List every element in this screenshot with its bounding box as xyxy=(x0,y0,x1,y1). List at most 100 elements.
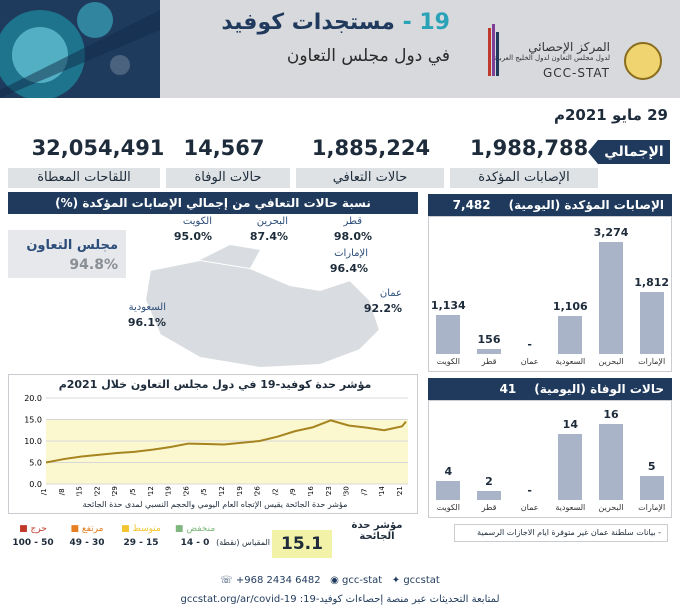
phone-icon: ☏ xyxy=(220,575,233,586)
deaths-bar-label: 5 xyxy=(647,460,656,474)
footer-social-2[interactable]: gcc-stat xyxy=(342,575,383,586)
recovery-title: نسبة حالات التعافي من إجمالي الإصابات ال… xyxy=(8,192,418,214)
y-tick-label: 0.0 xyxy=(29,480,42,489)
severity-level-name: ■ مرتفع xyxy=(70,524,104,534)
total-label: الإجمالي xyxy=(588,140,670,164)
title-text: مستجدات كوفيد xyxy=(221,10,395,35)
x-tick-label: 1/8 xyxy=(58,488,66,496)
footer-social-1[interactable]: gccstat xyxy=(403,575,440,586)
cases-category: السعودية xyxy=(555,357,586,366)
confirmed-label: الإصابات المؤكدة xyxy=(450,168,598,188)
x-tick-label: 2/26 xyxy=(182,486,190,496)
cases-bar-label: 1,106 xyxy=(552,300,588,314)
cases-bar xyxy=(477,348,501,354)
cases-bar xyxy=(558,316,583,354)
gcc-recovery-value: 94.8% xyxy=(69,257,118,273)
deaths-daily-panel xyxy=(428,400,672,518)
severity-level-name: ■ منخفض xyxy=(174,524,216,534)
severity-levels: ■ حرج 100 - 50 ■ مرتفع 49 - 30 ■ متوسط 29 - 1… xyxy=(8,520,224,554)
footer-contacts: ☏ +968 2434 6482 ◉ gcc-stat ✦ gccstat xyxy=(200,575,460,586)
low-level-band xyxy=(46,419,408,484)
deaths-category: قطر xyxy=(481,503,497,512)
deaths-category: السعودية xyxy=(555,503,586,512)
severity-line-chart: 0.0 5.0 10.0 15.0 20.0 1/1 1/8 1/15 1/22 1/29 2/5 2… xyxy=(24,394,408,496)
x-tick-label: 1/22 xyxy=(93,486,101,496)
x-tick-label: 5/7 xyxy=(360,488,368,496)
x-tick-label: 5/21 xyxy=(396,486,404,496)
x-tick-label: 4/9 xyxy=(289,488,297,496)
cases-category: البحرين xyxy=(598,357,624,366)
deaths-label: حالات الوفاة xyxy=(166,168,290,188)
bahrain-recovery: 87.4% xyxy=(249,230,288,243)
deaths-value: 14,567 xyxy=(183,136,265,160)
x-tick-label: 2/5 xyxy=(129,488,137,496)
cases-bar-label: 1,134 xyxy=(430,299,466,313)
social-icon: ◉ xyxy=(330,575,339,586)
country-bahrain: البحرين xyxy=(256,216,288,227)
country-uae: الإمارات xyxy=(334,248,368,259)
deaths-daily-title: حالات الوفاة (اليومية) 41 xyxy=(428,378,672,400)
x-tick-label: 3/5 xyxy=(200,488,208,496)
title-number: 19 - xyxy=(402,10,450,35)
deaths-daily-total: 41 xyxy=(499,382,517,396)
country-oman: عمان xyxy=(379,288,402,299)
oman-data-note: - بيانات سلطنة عمان غير متوفرة ايام الاج… xyxy=(454,524,668,542)
y-tick-label: 10.0 xyxy=(24,437,42,446)
x-tick-label: 2/12 xyxy=(147,486,155,496)
org-subname-ar: لدول مجلس التعاون لدول الخليج العربية xyxy=(493,54,610,62)
cases-bar xyxy=(639,292,664,354)
y-tick-label: 5.0 xyxy=(29,459,42,468)
twitter-icon: ✦ xyxy=(391,575,401,586)
severity-level-range: 49 - 30 xyxy=(69,538,105,548)
cases-daily-total: 7,482 xyxy=(452,198,491,212)
severity-level-range: 100 - 50 xyxy=(12,538,54,548)
deaths-daily-title-text: حالات الوفاة (اليومية) xyxy=(534,382,664,396)
x-tick-label: 4/30 xyxy=(343,486,351,496)
severity-chart-title: مؤشر حدة كوفيد-19 في دول مجلس التعاون خل… xyxy=(58,378,372,391)
confirmed-value: 1,988,788 xyxy=(470,136,589,160)
vaccines-value: 32,054,491 xyxy=(31,136,165,160)
cases-bar-label: 156 xyxy=(477,332,501,346)
x-tick-label: 2/19 xyxy=(165,486,173,496)
x-tick-label: 1/15 xyxy=(76,486,84,496)
x-tick-label: 5/14 xyxy=(378,486,386,496)
cases-category: الإمارات xyxy=(638,357,666,366)
cases-bar-label: - xyxy=(527,338,532,351)
oman-recovery: 92.2% xyxy=(363,302,402,315)
x-tick-label: 1/29 xyxy=(111,486,119,496)
recovered-value: 1,885,224 xyxy=(311,136,431,160)
deaths-daily-chart: 5 الإمارات 16 البحرين 14 السعودية - عمان 2 قطر 4 ال… xyxy=(428,400,672,518)
deaths-bar-label: - xyxy=(527,484,532,497)
cases-daily-title-text: الإصابات المؤكدة (اليومية) xyxy=(508,198,664,212)
severity-index-label: مؤشر حدة الجائحة xyxy=(351,520,403,542)
deaths-category: الكويت xyxy=(436,503,460,512)
cases-daily-chart: 1,812 الإمارات 3,274 البحرين 1,106 السعودية - ع… xyxy=(428,216,672,372)
y-tick-label: 15.0 xyxy=(24,416,42,425)
severity-level-range: 29 - 15 xyxy=(123,538,159,548)
page-title: 19 - مستجدات كوفيد xyxy=(180,10,450,35)
severity-scale-label: المقياس (نقطة) xyxy=(216,538,270,547)
uae-recovery: 96.4% xyxy=(329,262,368,275)
x-tick-label: 3/19 xyxy=(236,486,244,496)
cases-bar-label: 1,812 xyxy=(634,276,670,289)
y-tick-label: 20.0 xyxy=(24,394,42,403)
deaths-bar xyxy=(639,476,664,500)
severity-index-value: 15.1 xyxy=(272,530,332,558)
recovered-label: حالات التعافي xyxy=(296,168,444,188)
cases-bar xyxy=(436,315,461,354)
x-tick-label: 1/1 xyxy=(40,488,48,496)
org-name-ar: المركز الإحصائي xyxy=(528,40,610,54)
gcc-seal-icon xyxy=(624,42,662,80)
report-date: 29 مايو 2021م xyxy=(553,106,668,124)
footer-phone[interactable]: +968 2434 6482 xyxy=(235,575,321,586)
deaths-bar-label: 4 xyxy=(444,465,453,478)
cases-category: الكويت xyxy=(436,357,460,366)
page-subtitle: في دول مجلس التعاون xyxy=(286,46,450,66)
cases-daily-panel xyxy=(428,216,672,372)
x-tick-label: 4/2 xyxy=(271,488,279,496)
footer-link[interactable]: لمتابعة التحديثات عبر منصة إحصاءات كوفيد… xyxy=(180,594,500,605)
deaths-bar-label: 2 xyxy=(485,474,493,488)
cases-category: قطر xyxy=(481,357,497,366)
virus-graphic-icon xyxy=(0,0,160,98)
deaths-category: البحرين xyxy=(598,503,624,512)
